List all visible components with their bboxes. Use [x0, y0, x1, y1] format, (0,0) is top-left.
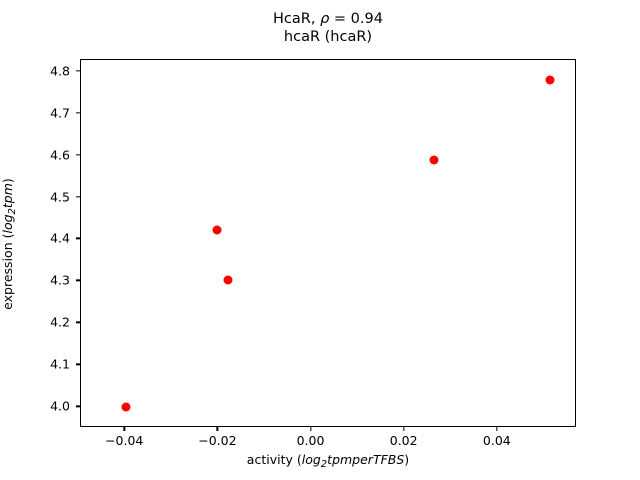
plot-area: [81, 60, 575, 426]
x-axis-label-close: ): [404, 452, 410, 467]
x-axis-label-math-sub: 2: [320, 458, 328, 470]
x-axis-tick: [309, 427, 312, 431]
y-axis-tick-label: 4.7: [50, 105, 70, 121]
data-point: [121, 402, 131, 412]
y-axis-label-math-rest: tpm: [0, 183, 15, 209]
y-axis-tick: [76, 237, 80, 240]
y-axis-tick: [76, 279, 80, 282]
y-axis-tick: [76, 195, 80, 198]
x-axis-tick-label: 0.00: [296, 433, 325, 448]
y-axis-label: expression (log2tpm): [0, 60, 20, 428]
x-axis-label-math-base: log: [301, 452, 321, 467]
rho-symbol: ρ: [320, 11, 330, 27]
data-point: [429, 155, 439, 165]
y-axis-tick: [76, 363, 80, 365]
x-axis-label-plain: activity (: [246, 452, 302, 467]
y-axis-label-close: ): [0, 178, 15, 184]
plot-frame: [80, 59, 576, 427]
x-axis-tick-label: −0.02: [198, 433, 237, 448]
y-axis-tick-label: 4.3: [50, 272, 70, 288]
x-axis-tick: [123, 427, 125, 431]
y-axis-tick: [76, 405, 80, 407]
data-point: [212, 225, 222, 235]
y-axis-tick: [76, 112, 80, 114]
x-axis-label: activity (log2tpmperTFBS): [80, 452, 576, 470]
y-axis-label-math-base: log: [0, 214, 15, 234]
y-axis-tick: [76, 70, 80, 72]
chart-title: HcaR, ρ = 0.94: [80, 10, 576, 28]
y-axis-label-plain: expression (: [0, 233, 15, 310]
x-axis-tick: [496, 427, 498, 431]
chart-title-prefix: HcaR,: [273, 11, 321, 27]
y-axis-tick-label: 4.5: [50, 189, 70, 205]
data-point: [223, 275, 233, 285]
data-point: [545, 75, 555, 85]
x-axis-tick-label: −0.04: [105, 433, 144, 448]
x-axis-label-math-rest: tpmperTFBS: [327, 452, 405, 467]
y-axis-tick-label: 4.6: [50, 147, 70, 163]
y-axis-tick-label: 4.1: [50, 356, 70, 372]
chart-title-value: = 0.94: [329, 11, 383, 27]
x-axis-tick-label: 0.04: [482, 433, 511, 448]
x-axis-tick: [216, 427, 219, 431]
x-axis-tick-label: 0.02: [389, 433, 418, 448]
y-axis-tick-label: 4.4: [50, 230, 70, 246]
chart-title-block: HcaR, ρ = 0.94 hcaR (hcaR): [80, 10, 576, 46]
x-axis-tick: [403, 427, 405, 431]
y-axis-tick: [76, 321, 80, 324]
y-axis-label-math-sub: 2: [6, 208, 18, 215]
y-axis-tick-label: 4.2: [50, 314, 70, 330]
y-axis-tick: [76, 153, 80, 156]
y-axis-tick-label: 4.8: [50, 63, 70, 79]
y-axis-tick-label: 4.0: [50, 398, 70, 414]
chart-subtitle: hcaR (hcaR): [283, 29, 373, 45]
